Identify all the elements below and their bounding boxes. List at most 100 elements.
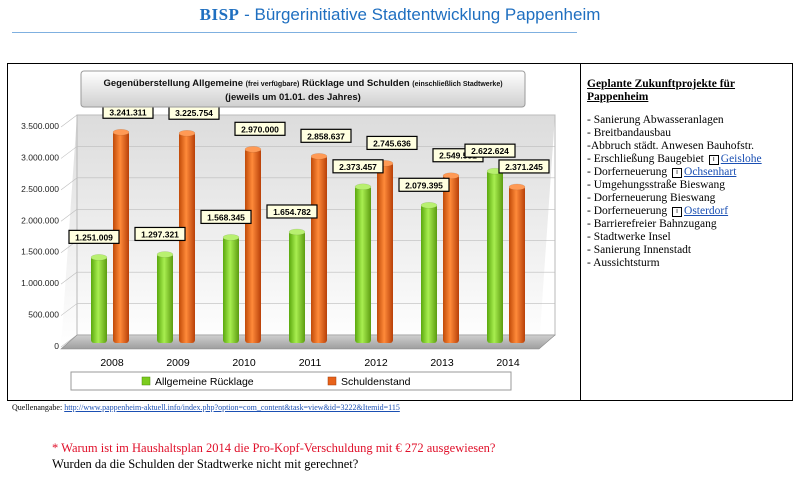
- info-icon: i: [672, 168, 683, 178]
- legend-swatch-orange: [327, 376, 337, 386]
- projects-list: - Sanierung Abwasseranlagen - Breitbandau…: [587, 114, 792, 270]
- project-item: - Sanierung Abwasseranlagen: [587, 114, 792, 127]
- bars: [90, 129, 526, 343]
- bar-debt: [245, 148, 261, 343]
- data-labels: 1.251.009 3.241.311 1.297.321 3.225.754 1.56…: [68, 104, 550, 244]
- chart-panel: 0 500.000 1.000.000 1.500.000 2.000.000 2.500…: [9, 65, 579, 399]
- project-item-text: - Dorferneuerung: [587, 205, 671, 217]
- bar-reserve: [421, 204, 437, 343]
- project-item-text: - Erschließung Baugebiet: [587, 153, 707, 165]
- data-label: 1.654.782: [273, 207, 311, 217]
- x-tick-label: 2012: [364, 357, 388, 369]
- project-item-text: - Aussichtsturm: [587, 257, 660, 269]
- data-label-box: [68, 229, 120, 244]
- source-label: Quellenangabe:: [12, 403, 65, 412]
- header-title: - Bürgerinitiative Stadtentwicklung Papp…: [239, 5, 601, 24]
- bar-debt: [443, 174, 459, 343]
- info-icon: i: [672, 207, 683, 217]
- project-item: - Erschließung Baugebiet i Geislohe: [587, 153, 792, 166]
- gridline-side: [60, 114, 78, 128]
- data-label-box: [464, 143, 516, 158]
- bar-top: [310, 153, 328, 160]
- data-label: 1.568.345: [207, 212, 245, 222]
- data-label: 2.858.637: [307, 131, 345, 141]
- brand-logo: BISP: [199, 5, 240, 24]
- bar-top: [156, 251, 174, 258]
- gridline-side: [60, 146, 78, 159]
- y-tick-label: 1.500.000: [21, 247, 59, 257]
- y-tick-label: 2.000.000: [21, 215, 59, 225]
- bar-reserve: [355, 185, 371, 343]
- bar-debt: [113, 131, 129, 343]
- project-item: - Umgehungsstraße Bieswang: [587, 179, 792, 192]
- gridline-side: [60, 303, 78, 316]
- data-label-box: [300, 128, 352, 143]
- bar-top: [420, 202, 438, 209]
- question-line1: * Warum ist im Haushaltsplan 2014 die Pr…: [52, 441, 496, 455]
- bar-reserve: [223, 236, 239, 343]
- data-label-box: [498, 159, 550, 174]
- column-divider: [580, 63, 581, 401]
- data-label: 3.225.754: [175, 108, 213, 118]
- source-link[interactable]: http://www.pappenheim-aktuell.info/index…: [64, 403, 400, 412]
- project-item: - Dorferneuerung i Ochsenhart: [587, 166, 792, 179]
- projects-panel: Geplante Zukunftprojekte für Pappenheim …: [587, 78, 792, 270]
- project-item: -Abbruch städt. Anwesen Bauhofstr.: [587, 140, 792, 153]
- projects-title: Geplante Zukunftprojekte für Pappenheim: [587, 78, 736, 103]
- chart-svg: 0 500.000 1.000.000 1.500.000 2.000.000 2.500…: [21, 70, 556, 391]
- page-header: BISP - Bürgerinitiative Stadtentwicklung…: [0, 5, 800, 25]
- legend-label-reserve: Allgemeine Rücklage: [155, 376, 254, 388]
- data-label: 3.241.311: [109, 107, 147, 117]
- x-axis: 2008 2009 2010 2011 2012 2013 2014: [100, 357, 520, 369]
- y-tick-label: 2.500.000: [21, 184, 59, 194]
- plot-floor: [60, 334, 556, 350]
- content-frame: [7, 63, 793, 401]
- project-item: - Dorferneuerung Bieswang: [587, 192, 792, 205]
- x-tick-label: 2014: [496, 357, 520, 369]
- project-link[interactable]: Geislohe: [720, 153, 762, 165]
- project-link[interactable]: Ochsenhart: [684, 166, 737, 178]
- gridline-side: [60, 209, 78, 222]
- legend-label-debt: Schuldenstand: [341, 376, 411, 388]
- question-line2: Wurden da die Schulden der Stadtwerke ni…: [52, 457, 359, 471]
- project-item: - Breitbandausbau: [587, 127, 792, 140]
- data-label-box: [266, 204, 318, 219]
- data-label: 2.622.624: [471, 146, 509, 156]
- bar-top: [90, 254, 108, 261]
- data-label-box: [398, 177, 450, 192]
- x-tick-label: 2011: [299, 357, 322, 369]
- data-label-box: [200, 209, 252, 225]
- data-label: 1.251.009: [75, 232, 113, 242]
- project-item-text: - Stadtwerke Insel: [587, 231, 671, 243]
- project-item: - Dorferneuerung i Osterdorf: [587, 205, 792, 218]
- header-rule: [12, 32, 577, 33]
- y-tick-label: 0: [54, 341, 59, 351]
- source-line: Quellenangabe: http://www.pappenheim-akt…: [12, 403, 400, 412]
- bar-reserve: [289, 230, 305, 343]
- bar-reserve: [157, 253, 173, 343]
- project-item-text: - Dorferneuerung Bieswang: [587, 192, 716, 204]
- legend-swatch-green: [141, 376, 151, 386]
- legend-box: [70, 371, 512, 391]
- project-link[interactable]: Osterdorf: [684, 205, 729, 217]
- project-item-text: - Breitbandausbau: [587, 127, 671, 139]
- data-label-box: [366, 135, 418, 151]
- y-axis: 0 500.000 1.000.000 1.500.000 2.000.000 2.500…: [21, 121, 59, 351]
- x-tick-label: 2008: [100, 357, 124, 369]
- gridline-side: [60, 271, 78, 285]
- project-item: - Aussichtsturm: [587, 257, 792, 270]
- project-item: - Barrierefreier Bahnzugang: [587, 218, 792, 231]
- bar-debt: [377, 162, 393, 343]
- gridline-side: [60, 177, 78, 191]
- data-label: 2.970.000: [241, 124, 279, 134]
- project-item: - Sanierung Innenstadt: [587, 244, 792, 257]
- bar-debt: [509, 185, 525, 343]
- bar-top: [178, 129, 196, 137]
- x-tick-label: 2010: [232, 357, 256, 369]
- bar-top: [244, 146, 262, 153]
- bar-top: [508, 183, 526, 191]
- bar-debt: [179, 132, 195, 343]
- bar-top: [222, 234, 240, 241]
- info-icon: i: [708, 155, 719, 165]
- y-tick-label: 3.500.000: [21, 121, 59, 131]
